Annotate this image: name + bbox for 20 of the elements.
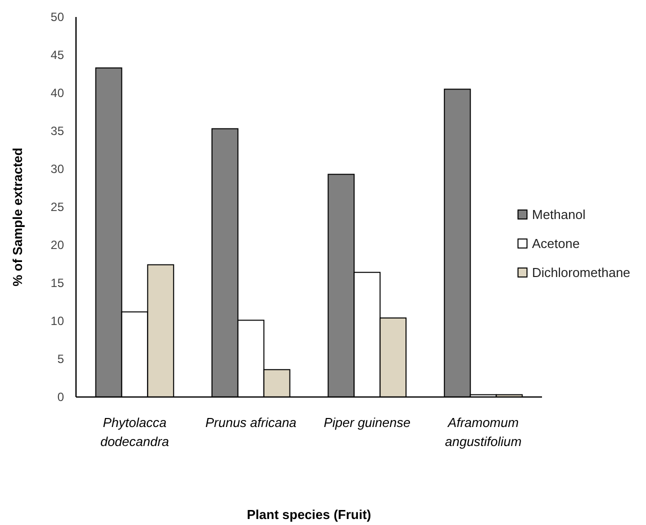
y-tick-label: 20: [50, 238, 64, 252]
legend-label: Acetone: [532, 236, 580, 252]
y-tick-label: 50: [50, 10, 64, 24]
y-tick-label: 0: [57, 390, 64, 404]
legend-label: Dichloromethane: [532, 265, 630, 280]
y-tick-label: 45: [50, 48, 64, 62]
x-tick-label: Prunus africana: [205, 415, 296, 430]
x-tick-label: Phytolacca dodecandra: [100, 415, 170, 449]
y-tick-label: 30: [50, 162, 64, 176]
x-tick-label: Piper guinense: [324, 415, 410, 430]
y-tick-label: 5: [57, 352, 64, 366]
y-tick-label: 10: [50, 314, 64, 328]
x-axis-title: Plant species (Fruit): [246, 507, 372, 522]
y-tick-label: 15: [50, 276, 64, 290]
legend-label: Methanol: [532, 207, 586, 222]
y-axis-title: % of Sample extracted: [10, 148, 25, 286]
y-tick-label: 25: [50, 200, 64, 214]
x-tick-label: Aframomum angustifolium: [445, 415, 522, 449]
y-tick-label: 40: [50, 86, 64, 100]
y-tick-label: 35: [50, 124, 64, 138]
